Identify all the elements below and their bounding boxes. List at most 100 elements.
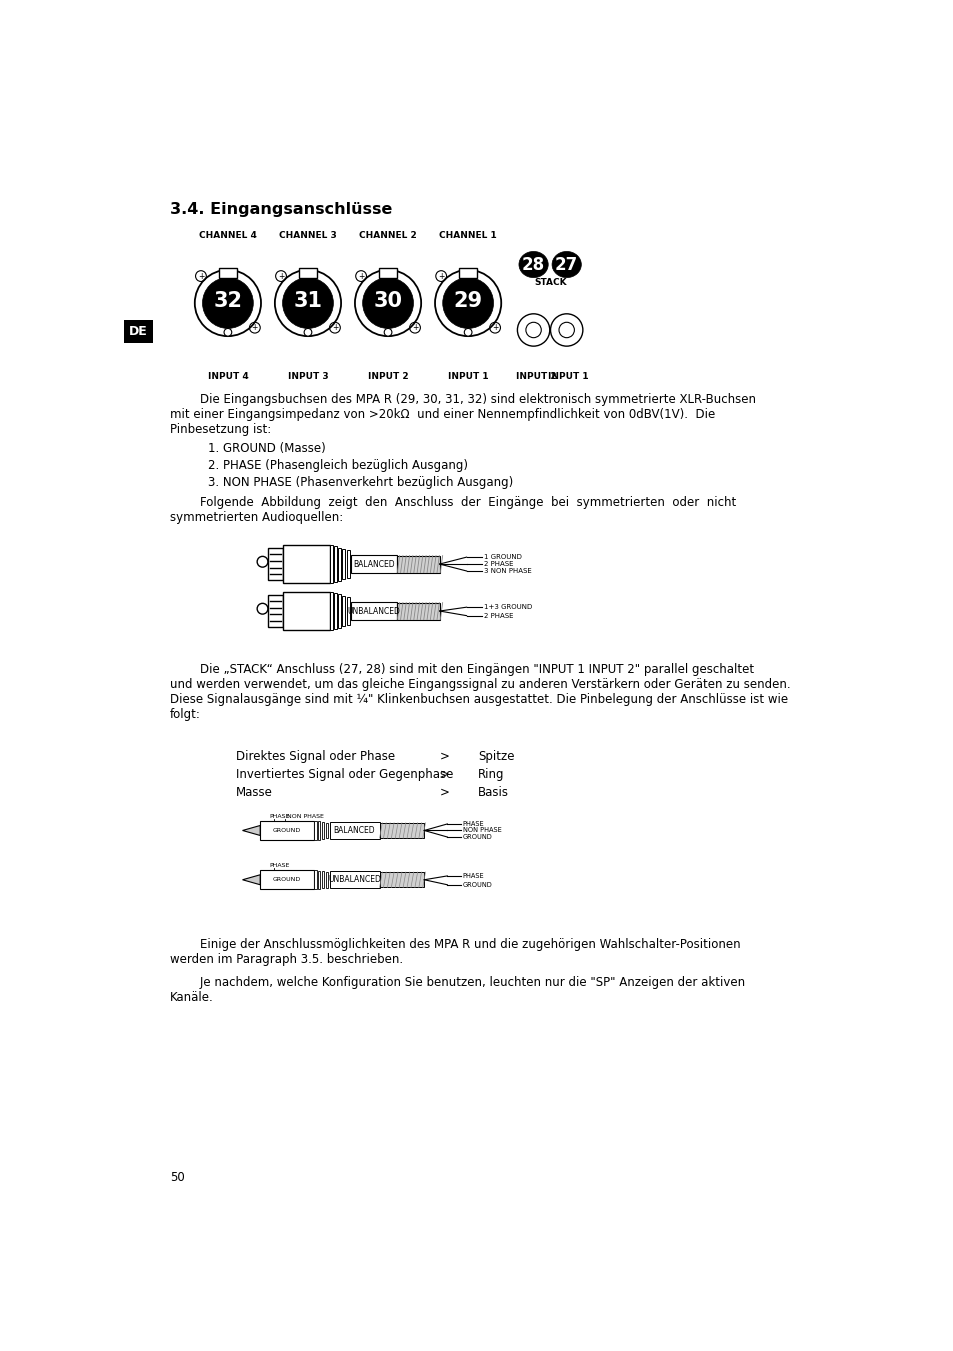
FancyBboxPatch shape bbox=[342, 596, 345, 627]
Text: CHANNEL 2: CHANNEL 2 bbox=[358, 231, 416, 240]
FancyBboxPatch shape bbox=[317, 821, 320, 839]
FancyBboxPatch shape bbox=[298, 267, 317, 277]
Text: PHASE: PHASE bbox=[462, 873, 484, 880]
Ellipse shape bbox=[552, 251, 580, 277]
FancyBboxPatch shape bbox=[321, 821, 324, 839]
FancyBboxPatch shape bbox=[347, 597, 350, 626]
Text: Die „STACK“ Anschluss (27, 28) sind mit den Eingängen "INPUT 1 INPUT 2" parallel: Die „STACK“ Anschluss (27, 28) sind mit … bbox=[170, 662, 754, 676]
Text: 3. NON PHASE (Phasenverkehrt bezüglich Ausgang): 3. NON PHASE (Phasenverkehrt bezüglich A… bbox=[193, 477, 513, 489]
Text: PHASE: PHASE bbox=[269, 863, 290, 867]
Text: CHANNEL 3: CHANNEL 3 bbox=[279, 231, 336, 240]
Text: 30: 30 bbox=[374, 292, 402, 312]
Text: GROUND: GROUND bbox=[273, 877, 301, 882]
Text: >: > bbox=[439, 750, 449, 762]
Text: +: + bbox=[252, 323, 257, 332]
Text: 28: 28 bbox=[521, 255, 544, 273]
FancyBboxPatch shape bbox=[283, 544, 329, 584]
FancyBboxPatch shape bbox=[351, 601, 396, 620]
Text: Direktes Signal oder Phase: Direktes Signal oder Phase bbox=[235, 750, 395, 762]
Text: 1+3 GROUND: 1+3 GROUND bbox=[483, 604, 531, 611]
Text: INPUT 1: INPUT 1 bbox=[547, 372, 588, 381]
Ellipse shape bbox=[518, 251, 548, 277]
Text: 2 PHASE: 2 PHASE bbox=[483, 561, 513, 567]
FancyBboxPatch shape bbox=[329, 592, 333, 631]
Text: INPUT 3: INPUT 3 bbox=[288, 372, 328, 381]
Text: und werden verwendet, um das gleiche Eingangssignal zu anderen Verstärkern oder : und werden verwendet, um das gleiche Ein… bbox=[170, 678, 790, 690]
Text: 1 GROUND: 1 GROUND bbox=[483, 554, 521, 561]
Text: Kanäle.: Kanäle. bbox=[170, 992, 213, 1004]
Text: 31: 31 bbox=[294, 292, 322, 312]
Text: 1. GROUND (Masse): 1. GROUND (Masse) bbox=[193, 442, 326, 455]
Circle shape bbox=[304, 328, 312, 336]
Polygon shape bbox=[242, 825, 260, 835]
Text: STACK: STACK bbox=[534, 278, 566, 288]
Text: NON PHASE: NON PHASE bbox=[462, 827, 501, 834]
FancyBboxPatch shape bbox=[347, 550, 350, 578]
Text: CHANNEL 1: CHANNEL 1 bbox=[438, 231, 497, 240]
Text: folgt:: folgt: bbox=[170, 708, 201, 720]
Text: werden im Paragraph 3.5. beschrieben.: werden im Paragraph 3.5. beschrieben. bbox=[170, 954, 403, 966]
Text: +: + bbox=[437, 272, 444, 281]
FancyBboxPatch shape bbox=[260, 821, 314, 840]
Text: +: + bbox=[332, 323, 337, 332]
Text: PHASE: PHASE bbox=[462, 821, 484, 827]
Polygon shape bbox=[242, 874, 260, 885]
Text: INPUT 2: INPUT 2 bbox=[515, 372, 556, 381]
Text: GROUND: GROUND bbox=[273, 828, 301, 834]
Text: 2 PHASE: 2 PHASE bbox=[483, 612, 513, 619]
Text: +: + bbox=[492, 323, 497, 332]
Text: +: + bbox=[412, 323, 417, 332]
Text: Die Eingangsbuchsen des MPA R (29, 30, 31, 32) sind elektronisch symmetrierte XL: Die Eingangsbuchsen des MPA R (29, 30, 3… bbox=[170, 393, 756, 407]
FancyBboxPatch shape bbox=[329, 871, 379, 888]
FancyBboxPatch shape bbox=[268, 549, 283, 580]
FancyBboxPatch shape bbox=[337, 594, 341, 628]
Circle shape bbox=[224, 328, 232, 336]
FancyBboxPatch shape bbox=[379, 871, 424, 888]
Text: Folgende  Abbildung  zeigt  den  Anschluss  der  Eingänge  bei  symmetrierten  o: Folgende Abbildung zeigt den Anschluss d… bbox=[170, 496, 736, 509]
FancyBboxPatch shape bbox=[329, 544, 333, 584]
FancyBboxPatch shape bbox=[329, 821, 379, 839]
FancyBboxPatch shape bbox=[379, 823, 424, 838]
FancyBboxPatch shape bbox=[337, 547, 341, 581]
Text: +: + bbox=[197, 272, 204, 281]
FancyBboxPatch shape bbox=[334, 546, 336, 582]
FancyBboxPatch shape bbox=[351, 555, 396, 573]
Text: Masse: Masse bbox=[235, 786, 273, 798]
Text: 32: 32 bbox=[213, 292, 242, 312]
Text: Pinbesetzung ist:: Pinbesetzung ist: bbox=[170, 423, 271, 436]
Text: UNBALANCED: UNBALANCED bbox=[348, 607, 400, 616]
Text: >: > bbox=[439, 786, 449, 798]
Text: Einige der Anschlussmöglichkeiten des MPA R und die zugehörigen Wahlschalter-Pos: Einige der Anschlussmöglichkeiten des MP… bbox=[170, 939, 740, 951]
Text: symmetrierten Audioquellen:: symmetrierten Audioquellen: bbox=[170, 511, 343, 524]
FancyBboxPatch shape bbox=[321, 871, 324, 888]
Text: DE: DE bbox=[129, 326, 148, 338]
FancyBboxPatch shape bbox=[396, 603, 439, 620]
Text: +: + bbox=[357, 272, 364, 281]
FancyBboxPatch shape bbox=[317, 871, 320, 889]
Text: Invertiertes Signal oder Gegenphase: Invertiertes Signal oder Gegenphase bbox=[235, 767, 453, 781]
Circle shape bbox=[282, 277, 333, 328]
Text: NON PHASE: NON PHASE bbox=[287, 813, 324, 819]
Text: Ring: Ring bbox=[477, 767, 504, 781]
FancyBboxPatch shape bbox=[325, 823, 328, 839]
Text: 2. PHASE (Phasengleich bezüglich Ausgang): 2. PHASE (Phasengleich bezüglich Ausgang… bbox=[193, 459, 468, 473]
FancyBboxPatch shape bbox=[325, 871, 328, 888]
Text: INPUT 4: INPUT 4 bbox=[208, 372, 248, 381]
Text: CHANNEL 4: CHANNEL 4 bbox=[199, 231, 256, 240]
Text: 50: 50 bbox=[170, 1171, 185, 1183]
Circle shape bbox=[362, 277, 413, 328]
FancyBboxPatch shape bbox=[458, 267, 476, 277]
Circle shape bbox=[384, 328, 392, 336]
Text: UNBALANCED: UNBALANCED bbox=[328, 875, 380, 885]
Text: Basis: Basis bbox=[477, 786, 509, 798]
Text: INPUT 2: INPUT 2 bbox=[367, 372, 408, 381]
Text: Je nachdem, welche Konfiguration Sie benutzen, leuchten nur die "SP" Anzeigen de: Je nachdem, welche Konfiguration Sie ben… bbox=[170, 975, 744, 989]
Text: GROUND: GROUND bbox=[462, 882, 492, 888]
Text: PHASE: PHASE bbox=[269, 813, 290, 819]
FancyBboxPatch shape bbox=[260, 870, 314, 889]
FancyBboxPatch shape bbox=[314, 821, 316, 840]
FancyBboxPatch shape bbox=[124, 320, 153, 343]
Text: 3.4. Eingangsanschlüsse: 3.4. Eingangsanschlüsse bbox=[170, 203, 392, 218]
FancyBboxPatch shape bbox=[268, 594, 283, 627]
Text: Diese Signalausgänge sind mit ¼" Klinkenbuchsen ausgestattet. Die Pinbelegung de: Diese Signalausgänge sind mit ¼" Klinken… bbox=[170, 693, 787, 705]
